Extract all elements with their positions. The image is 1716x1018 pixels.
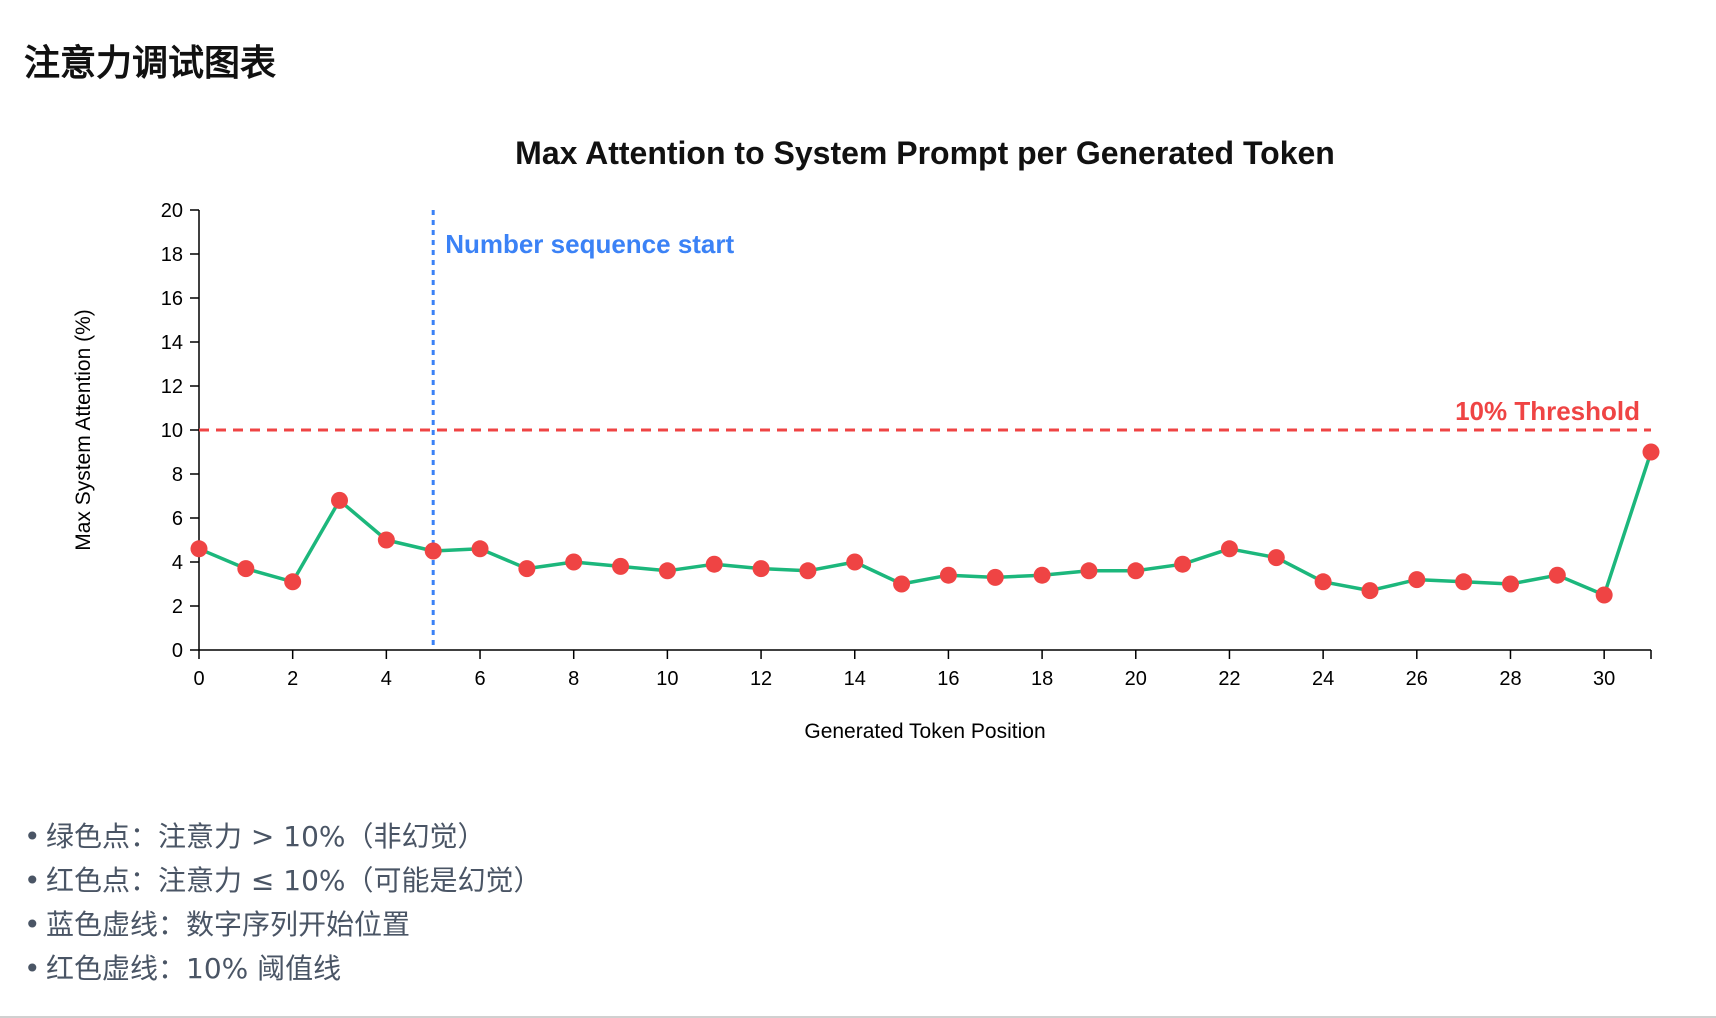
legend-note: • 绿色点：注意力 > 10%（非幻觉） <box>24 815 542 859</box>
y-tick-label: 8 <box>172 464 183 486</box>
bullet-icon: • <box>24 952 41 985</box>
x-tick-label: 2 <box>287 668 298 690</box>
data-point <box>846 553 864 571</box>
data-point <box>1642 443 1660 461</box>
y-tick-label: 12 <box>161 376 183 398</box>
data-point <box>752 560 770 578</box>
data-point <box>1314 573 1332 591</box>
data-point <box>1408 571 1426 589</box>
legend-note: • 红色虚线：10% 阈值线 <box>24 947 542 991</box>
x-tick-label: 18 <box>1031 668 1053 690</box>
bullet-icon: • <box>24 908 41 941</box>
x-tick-label: 6 <box>474 668 485 690</box>
legend-note-text: 红色虚线：10% 阈值线 <box>46 952 342 985</box>
data-point <box>190 540 208 558</box>
sequence-start-label: Number sequence start <box>445 229 734 259</box>
x-tick-label: 12 <box>750 668 772 690</box>
data-point <box>331 491 349 509</box>
data-point <box>986 568 1004 586</box>
data-point <box>237 560 255 578</box>
bullet-icon: • <box>24 864 41 897</box>
data-point <box>1267 549 1285 567</box>
data-point <box>1127 562 1145 580</box>
y-tick-label: 16 <box>161 288 183 310</box>
y-tick-label: 0 <box>172 640 183 662</box>
legend-notes: • 绿色点：注意力 > 10%（非幻觉） • 红色点：注意力 ≤ 10%（可能是幻觉）… <box>24 815 542 991</box>
data-point <box>518 560 536 578</box>
bullet-icon: • <box>24 820 41 853</box>
data-point <box>705 555 723 573</box>
data-point <box>565 553 583 571</box>
x-tick-label: 22 <box>1218 668 1240 690</box>
y-tick-label: 18 <box>161 244 183 266</box>
y-tick-label: 10 <box>161 420 183 442</box>
data-point <box>471 540 489 558</box>
x-tick-label: 20 <box>1125 668 1147 690</box>
chart-title: Max Attention to System Prompt per Gener… <box>515 135 1335 171</box>
x-tick-label: 16 <box>937 668 959 690</box>
threshold-label: 10% Threshold <box>1455 396 1640 426</box>
x-tick-label: 28 <box>1499 668 1521 690</box>
data-point <box>1174 555 1192 573</box>
x-tick-label: 14 <box>844 668 866 690</box>
data-point <box>1361 582 1379 600</box>
data-point <box>893 575 911 593</box>
legend-note: • 蓝色虚线：数字序列开始位置 <box>24 903 542 947</box>
x-axis-label: Generated Token Position <box>804 720 1045 743</box>
data-point <box>377 531 395 549</box>
legend-note-text: 蓝色虚线：数字序列开始位置 <box>46 908 411 941</box>
y-tick-label: 6 <box>172 508 183 530</box>
x-tick-label: 24 <box>1312 668 1334 690</box>
data-point <box>1501 575 1519 593</box>
x-tick-label: 10 <box>656 668 678 690</box>
y-tick-label: 20 <box>161 200 183 222</box>
y-axis-label: Max System Attention (%) <box>72 309 95 551</box>
data-point <box>1080 562 1098 580</box>
data-point <box>1455 573 1473 591</box>
data-point <box>1033 566 1051 584</box>
page-title: 注意力调试图表 <box>24 43 277 84</box>
data-point <box>424 542 442 560</box>
x-tick-label: 4 <box>381 668 392 690</box>
attention-line-chart: Max Attention to System Prompt per Gener… <box>72 135 1660 743</box>
data-point <box>1220 540 1238 558</box>
data-point <box>1595 586 1613 604</box>
data-point <box>284 573 302 591</box>
legend-note-text: 绿色点：注意力 > 10%（非幻觉） <box>46 820 486 853</box>
y-tick-label: 14 <box>161 332 183 354</box>
x-tick-label: 30 <box>1593 668 1615 690</box>
legend-note: • 红色点：注意力 ≤ 10%（可能是幻觉） <box>24 859 542 903</box>
x-tick-label: 0 <box>193 668 204 690</box>
x-tick-label: 8 <box>568 668 579 690</box>
data-point <box>612 557 630 575</box>
data-point <box>939 566 957 584</box>
data-point <box>799 562 817 580</box>
data-point <box>1548 566 1566 584</box>
page-bottom-border <box>0 1016 1716 1018</box>
series-line <box>198 451 1653 597</box>
y-tick-label: 4 <box>172 552 183 574</box>
x-tick-label: 26 <box>1406 668 1428 690</box>
legend-note-text: 红色点：注意力 ≤ 10%（可能是幻觉） <box>46 864 542 897</box>
y-tick-label: 2 <box>172 596 183 618</box>
data-point <box>658 562 676 580</box>
